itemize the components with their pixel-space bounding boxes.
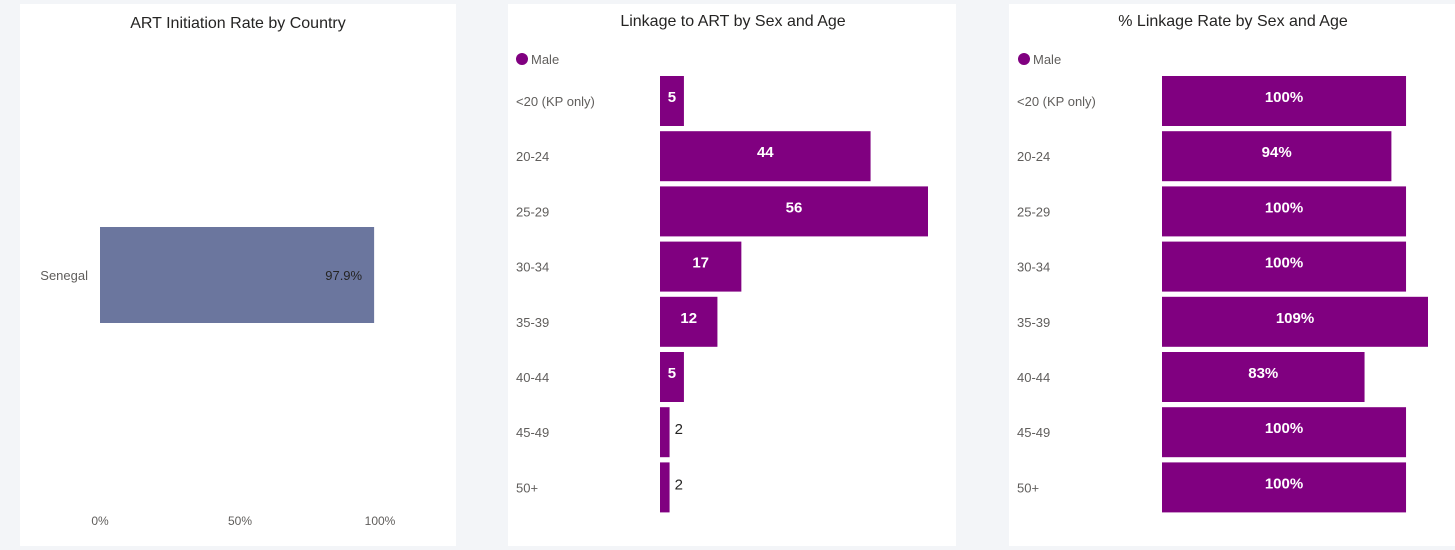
bar: [660, 76, 684, 126]
category-label: 25-29: [516, 204, 549, 219]
bar: [1162, 352, 1365, 402]
chart-panel-linkage-count: Linkage to ART by Sex and Age Male <20 (…: [508, 4, 956, 546]
data-label: 97.9%: [325, 268, 362, 283]
chart-panel-art-initiation: ART Initiation Rate by Country Senegal 97…: [20, 4, 456, 546]
category-label: 35-39: [516, 315, 549, 330]
category-label: <20 (KP only): [516, 94, 595, 109]
bar: [660, 186, 928, 237]
bar: [1162, 131, 1392, 182]
category-label: 45-49: [516, 425, 549, 440]
chart-title: % Linkage Rate by Sex and Age: [1118, 13, 1348, 30]
legend-marker: [1018, 53, 1030, 65]
data-label: 100%: [1265, 89, 1303, 106]
chart-title: Linkage to ART by Sex and Age: [620, 13, 845, 30]
bar: [660, 296, 718, 347]
data-label: 17: [692, 255, 709, 272]
category-label: 30-34: [516, 260, 549, 275]
category-label: 50+: [1017, 480, 1039, 495]
x-tick-label: 0%: [91, 514, 109, 528]
x-tick-label: 50%: [228, 514, 252, 528]
category-label: 30-34: [1017, 260, 1050, 275]
chart-title: ART Initiation Rate by Country: [130, 15, 346, 32]
chart-panel-linkage-rate: % Linkage Rate by Sex and Age Male <20 (…: [1009, 4, 1455, 546]
category-label: Senegal: [40, 268, 88, 283]
category-label: 50+: [516, 480, 538, 495]
data-label: 5: [668, 365, 676, 382]
data-label: 109%: [1276, 310, 1314, 327]
bar: [660, 407, 670, 458]
art-initiation-chart: ART Initiation Rate by Country Senegal 97…: [40, 15, 396, 528]
bar: [1162, 186, 1407, 237]
linkage-count-chart: Linkage to ART by Sex and Age Male <20 (…: [516, 13, 928, 513]
data-label: 44: [757, 144, 774, 161]
category-label: 20-24: [1017, 149, 1050, 164]
bar: [1162, 462, 1407, 513]
data-label: 100%: [1265, 255, 1303, 272]
data-label: 5: [668, 89, 676, 106]
legend-marker: [516, 53, 528, 65]
data-label: 2: [675, 476, 683, 493]
category-label: 45-49: [1017, 425, 1050, 440]
bar: [1162, 296, 1428, 347]
bar: [660, 462, 670, 513]
bar: [660, 131, 871, 182]
data-label: 56: [786, 199, 803, 216]
legend-label: Male: [531, 52, 559, 67]
bar: [660, 352, 684, 402]
data-label: 83%: [1248, 365, 1278, 382]
category-label: 20-24: [516, 149, 549, 164]
category-label: 40-44: [1017, 370, 1050, 385]
data-label: 12: [680, 310, 697, 327]
data-label: 100%: [1265, 475, 1303, 492]
x-tick-label: 100%: [365, 514, 396, 528]
legend-label: Male: [1033, 52, 1061, 67]
data-label: 100%: [1265, 420, 1303, 437]
category-label: <20 (KP only): [1017, 94, 1096, 109]
bar: [660, 241, 742, 292]
category-label: 35-39: [1017, 315, 1050, 330]
linkage-rate-chart: % Linkage Rate by Sex and Age Male <20 (…: [1017, 13, 1428, 513]
data-label: 2: [675, 421, 683, 438]
bar: [1162, 241, 1407, 292]
data-label: 100%: [1265, 199, 1303, 216]
bar: [100, 227, 375, 323]
data-label: 94%: [1262, 144, 1292, 161]
category-label: 25-29: [1017, 204, 1050, 219]
bar: [1162, 76, 1407, 126]
category-label: 40-44: [516, 370, 549, 385]
bar: [1162, 407, 1407, 458]
